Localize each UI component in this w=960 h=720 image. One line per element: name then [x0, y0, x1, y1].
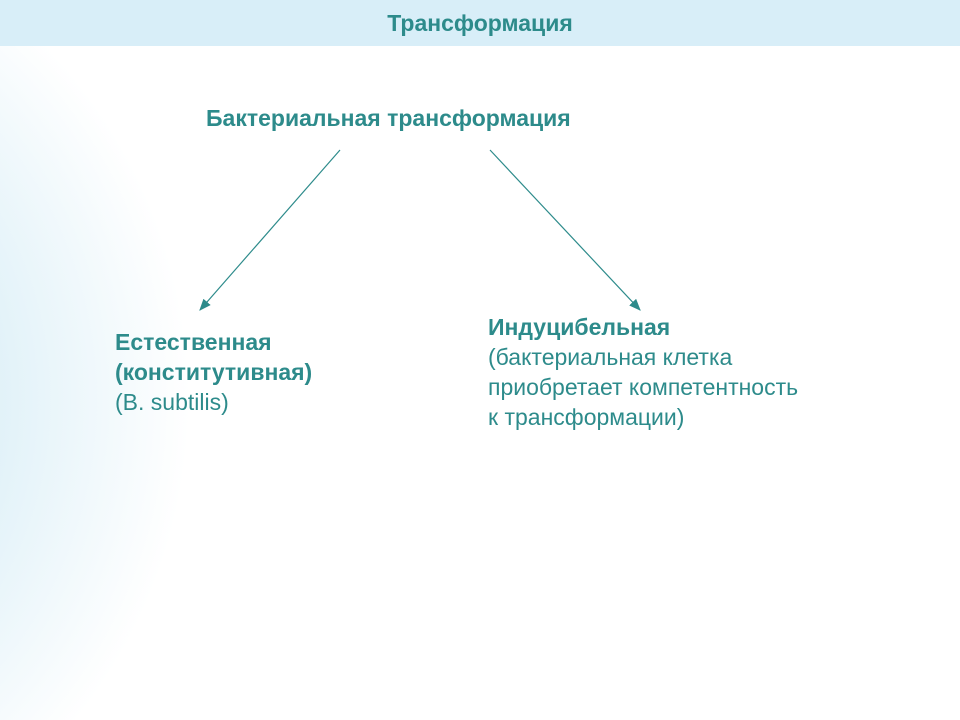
left-branch-line1: Естественная	[115, 328, 312, 358]
right-branch-line1: Индуцибельная	[488, 313, 798, 343]
header-bar: Трансформация	[0, 0, 960, 46]
right-branch: Индуцибельная (бактериальная клетка прио…	[488, 313, 798, 433]
root-node-label: Бактериальная трансформация	[206, 105, 571, 132]
arrow-left	[200, 150, 340, 310]
left-branch-line3: (B. subtilis)	[115, 388, 312, 418]
slide-title: Трансформация	[387, 10, 573, 37]
right-branch-line4: к трансформации)	[488, 403, 798, 433]
right-branch-line3: приобретает компетентность	[488, 373, 798, 403]
left-branch: Естественная (конститутивная) (B. subtil…	[115, 328, 312, 418]
right-branch-line2: (бактериальная клетка	[488, 343, 798, 373]
arrow-right	[490, 150, 640, 310]
left-branch-line2: (конститутивная)	[115, 358, 312, 388]
